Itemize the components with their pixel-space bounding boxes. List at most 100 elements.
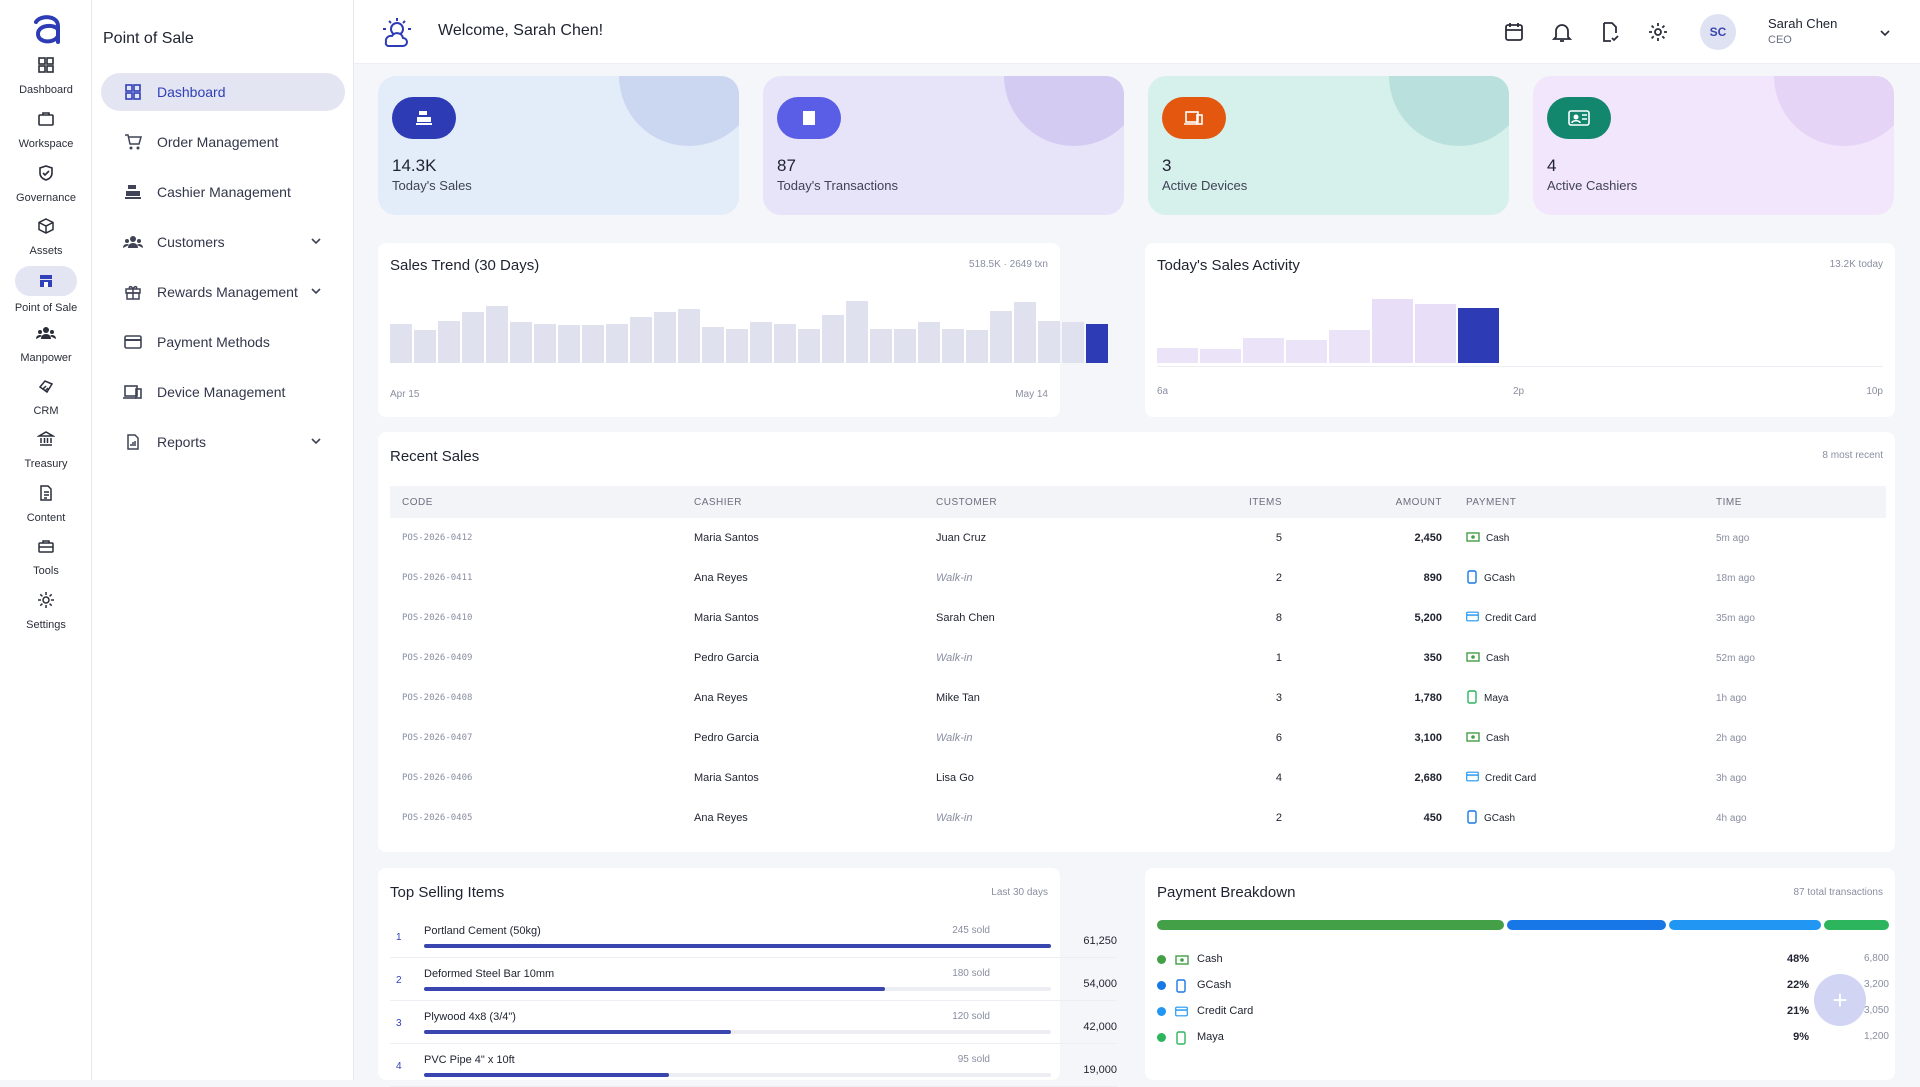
chart-bar[interactable] — [990, 311, 1012, 363]
chart-bar[interactable] — [726, 329, 748, 363]
table-row[interactable]: POS-2026-0405 Ana Reyes Walk-in 2 450 GC… — [390, 798, 1886, 838]
kpi-card-today-s-sales[interactable]: 14.3K Today's Sales — [378, 76, 739, 215]
rail-item-content[interactable]: Content — [0, 480, 92, 540]
chart-bar[interactable] — [1157, 348, 1198, 363]
chart-bar[interactable] — [750, 322, 772, 363]
chart-bar[interactable] — [438, 321, 460, 363]
payment-share-segment[interactable] — [1157, 920, 1505, 930]
calendar-icon[interactable] — [1502, 20, 1526, 44]
payment-row[interactable]: GCash 22% 3,200 — [1157, 976, 1889, 996]
rail-item-settings[interactable]: Settings — [0, 587, 92, 647]
sidebar-item-payment-methods[interactable]: Payment Methods — [101, 323, 345, 361]
sidebar-item-customers[interactable]: Customers — [101, 223, 345, 261]
sidebar-item-cashier-management[interactable]: Cashier Management — [101, 173, 345, 211]
chart-bar[interactable] — [1329, 330, 1370, 363]
rail-item-tools[interactable]: Tools — [0, 533, 92, 593]
bell-icon[interactable] — [1550, 20, 1574, 44]
chart-bar[interactable] — [678, 309, 700, 363]
chart-bar[interactable] — [1458, 308, 1499, 363]
chart-bar[interactable] — [1086, 324, 1108, 363]
chart-bar[interactable] — [462, 312, 484, 363]
column-header[interactable]: TIME — [1704, 486, 1886, 518]
sidebar-item-rewards-management[interactable]: Rewards Management — [101, 273, 345, 311]
rail-item-crm[interactable]: CRM — [0, 373, 92, 433]
rail-item-point-of-sale[interactable]: Point of Sale — [0, 266, 92, 326]
rail-item-workspace[interactable]: Workspace — [0, 106, 92, 166]
chart-bar[interactable] — [654, 312, 676, 363]
column-header[interactable]: CASHIER — [682, 486, 924, 518]
list-item[interactable]: 4 PVC Pipe 4" x 10ft 95 sold 19,000 — [390, 1047, 1117, 1087]
column-header[interactable]: PAYMENT — [1454, 486, 1704, 518]
chart-bar[interactable] — [942, 329, 964, 363]
rail-item-governance[interactable]: Governance — [0, 160, 92, 220]
chart-bar[interactable] — [534, 324, 556, 363]
payment-share-segment[interactable] — [1507, 920, 1667, 930]
chart-bar[interactable] — [1372, 299, 1413, 363]
chart-bar[interactable] — [870, 329, 892, 363]
kpi-card-today-s-transactions[interactable]: 87 Today's Transactions — [763, 76, 1124, 215]
column-header[interactable]: CUSTOMER — [924, 486, 1224, 518]
payment-row[interactable]: Credit Card 21% 3,050 — [1157, 1002, 1889, 1022]
chart-bar[interactable] — [846, 301, 868, 363]
payment-row[interactable]: Maya 9% 1,200 — [1157, 1028, 1889, 1048]
chart-bar[interactable] — [558, 325, 580, 363]
column-header[interactable]: CODE — [390, 486, 682, 518]
sidebar-item-reports[interactable]: Reports — [101, 423, 345, 461]
table-row[interactable]: POS-2026-0407 Pedro Garcia Walk-in 6 3,1… — [390, 718, 1886, 758]
rail-item-treasury[interactable]: Treasury — [0, 426, 92, 486]
chart-bar[interactable] — [798, 329, 820, 363]
chart-bar[interactable] — [1200, 349, 1241, 363]
chart-bar[interactable] — [606, 324, 628, 363]
chart-bar[interactable] — [510, 322, 532, 363]
chart-bar[interactable] — [414, 330, 436, 363]
chart-bar[interactable] — [630, 317, 652, 363]
chart-bar[interactable] — [774, 324, 796, 363]
task-icon[interactable] — [1598, 20, 1622, 44]
kpi-card-active-devices[interactable]: 3 Active Devices — [1148, 76, 1509, 215]
chart-bar[interactable] — [1062, 322, 1084, 363]
list-item[interactable]: 1 Portland Cement (50kg) 245 sold 61,250 — [390, 918, 1117, 958]
chart-bar[interactable] — [390, 324, 412, 363]
column-header[interactable]: ITEMS — [1224, 486, 1294, 518]
rail-item-manpower[interactable]: Manpower — [0, 320, 92, 380]
chart-bar[interactable] — [1243, 338, 1284, 363]
chart-bar[interactable] — [966, 330, 988, 363]
table-row[interactable]: POS-2026-0412 Maria Santos Juan Cruz 5 2… — [390, 518, 1886, 558]
avatar[interactable]: SC — [1700, 14, 1736, 50]
chart-bar[interactable] — [1038, 321, 1060, 363]
kpi-card-active-cashiers[interactable]: 4 Active Cashiers — [1533, 76, 1894, 215]
chart-bar[interactable] — [486, 306, 508, 363]
chart-bar[interactable] — [1014, 302, 1036, 363]
chart-bar[interactable] — [1415, 304, 1456, 363]
add-fab-button[interactable]: + — [1814, 974, 1866, 1026]
app-logo[interactable] — [28, 12, 64, 48]
sidebar-item-order-management[interactable]: Order Management — [101, 123, 345, 161]
table-row[interactable]: POS-2026-0410 Maria Santos Sarah Chen 8 … — [390, 598, 1886, 638]
sidebar-item-device-management[interactable]: Device Management — [101, 373, 345, 411]
list-item[interactable]: 2 Deformed Steel Bar 10mm 180 sold 54,00… — [390, 961, 1117, 1001]
chevron-down-icon[interactable] — [309, 434, 323, 448]
column-header[interactable]: AMOUNT — [1294, 486, 1454, 518]
payment-share-segment[interactable] — [1669, 920, 1821, 930]
chart-bar[interactable] — [822, 315, 844, 363]
payment-row[interactable]: Cash 48% 6,800 — [1157, 950, 1889, 970]
table-row[interactable]: POS-2026-0406 Maria Santos Lisa Go 4 2,6… — [390, 758, 1886, 798]
chart-bar[interactable] — [582, 325, 604, 363]
table-row[interactable]: POS-2026-0409 Pedro Garcia Walk-in 1 350… — [390, 638, 1886, 678]
rail-item-dashboard[interactable]: Dashboard — [0, 52, 92, 112]
sidebar-item-dashboard[interactable]: Dashboard — [101, 73, 345, 111]
rail-item-assets[interactable]: Assets — [0, 213, 92, 273]
table-row[interactable]: POS-2026-0408 Ana Reyes Mike Tan 3 1,780… — [390, 678, 1886, 718]
chevron-down-icon[interactable] — [1878, 26, 1892, 40]
table-row[interactable]: POS-2026-0411 Ana Reyes Walk-in 2 890 GC… — [390, 558, 1886, 598]
chart-bar[interactable] — [894, 329, 916, 363]
list-item[interactable]: 3 Plywood 4x8 (3/4") 120 sold 42,000 — [390, 1004, 1117, 1044]
chart-bar[interactable] — [918, 322, 940, 363]
chart-bar[interactable] — [1286, 340, 1327, 363]
chevron-down-icon[interactable] — [309, 234, 323, 248]
cashier-name: Ana Reyes — [694, 572, 748, 584]
settings-gear-icon[interactable] — [1646, 20, 1670, 44]
payment-share-segment[interactable] — [1823, 920, 1889, 930]
chevron-down-icon[interactable] — [309, 284, 323, 298]
chart-bar[interactable] — [702, 327, 724, 363]
